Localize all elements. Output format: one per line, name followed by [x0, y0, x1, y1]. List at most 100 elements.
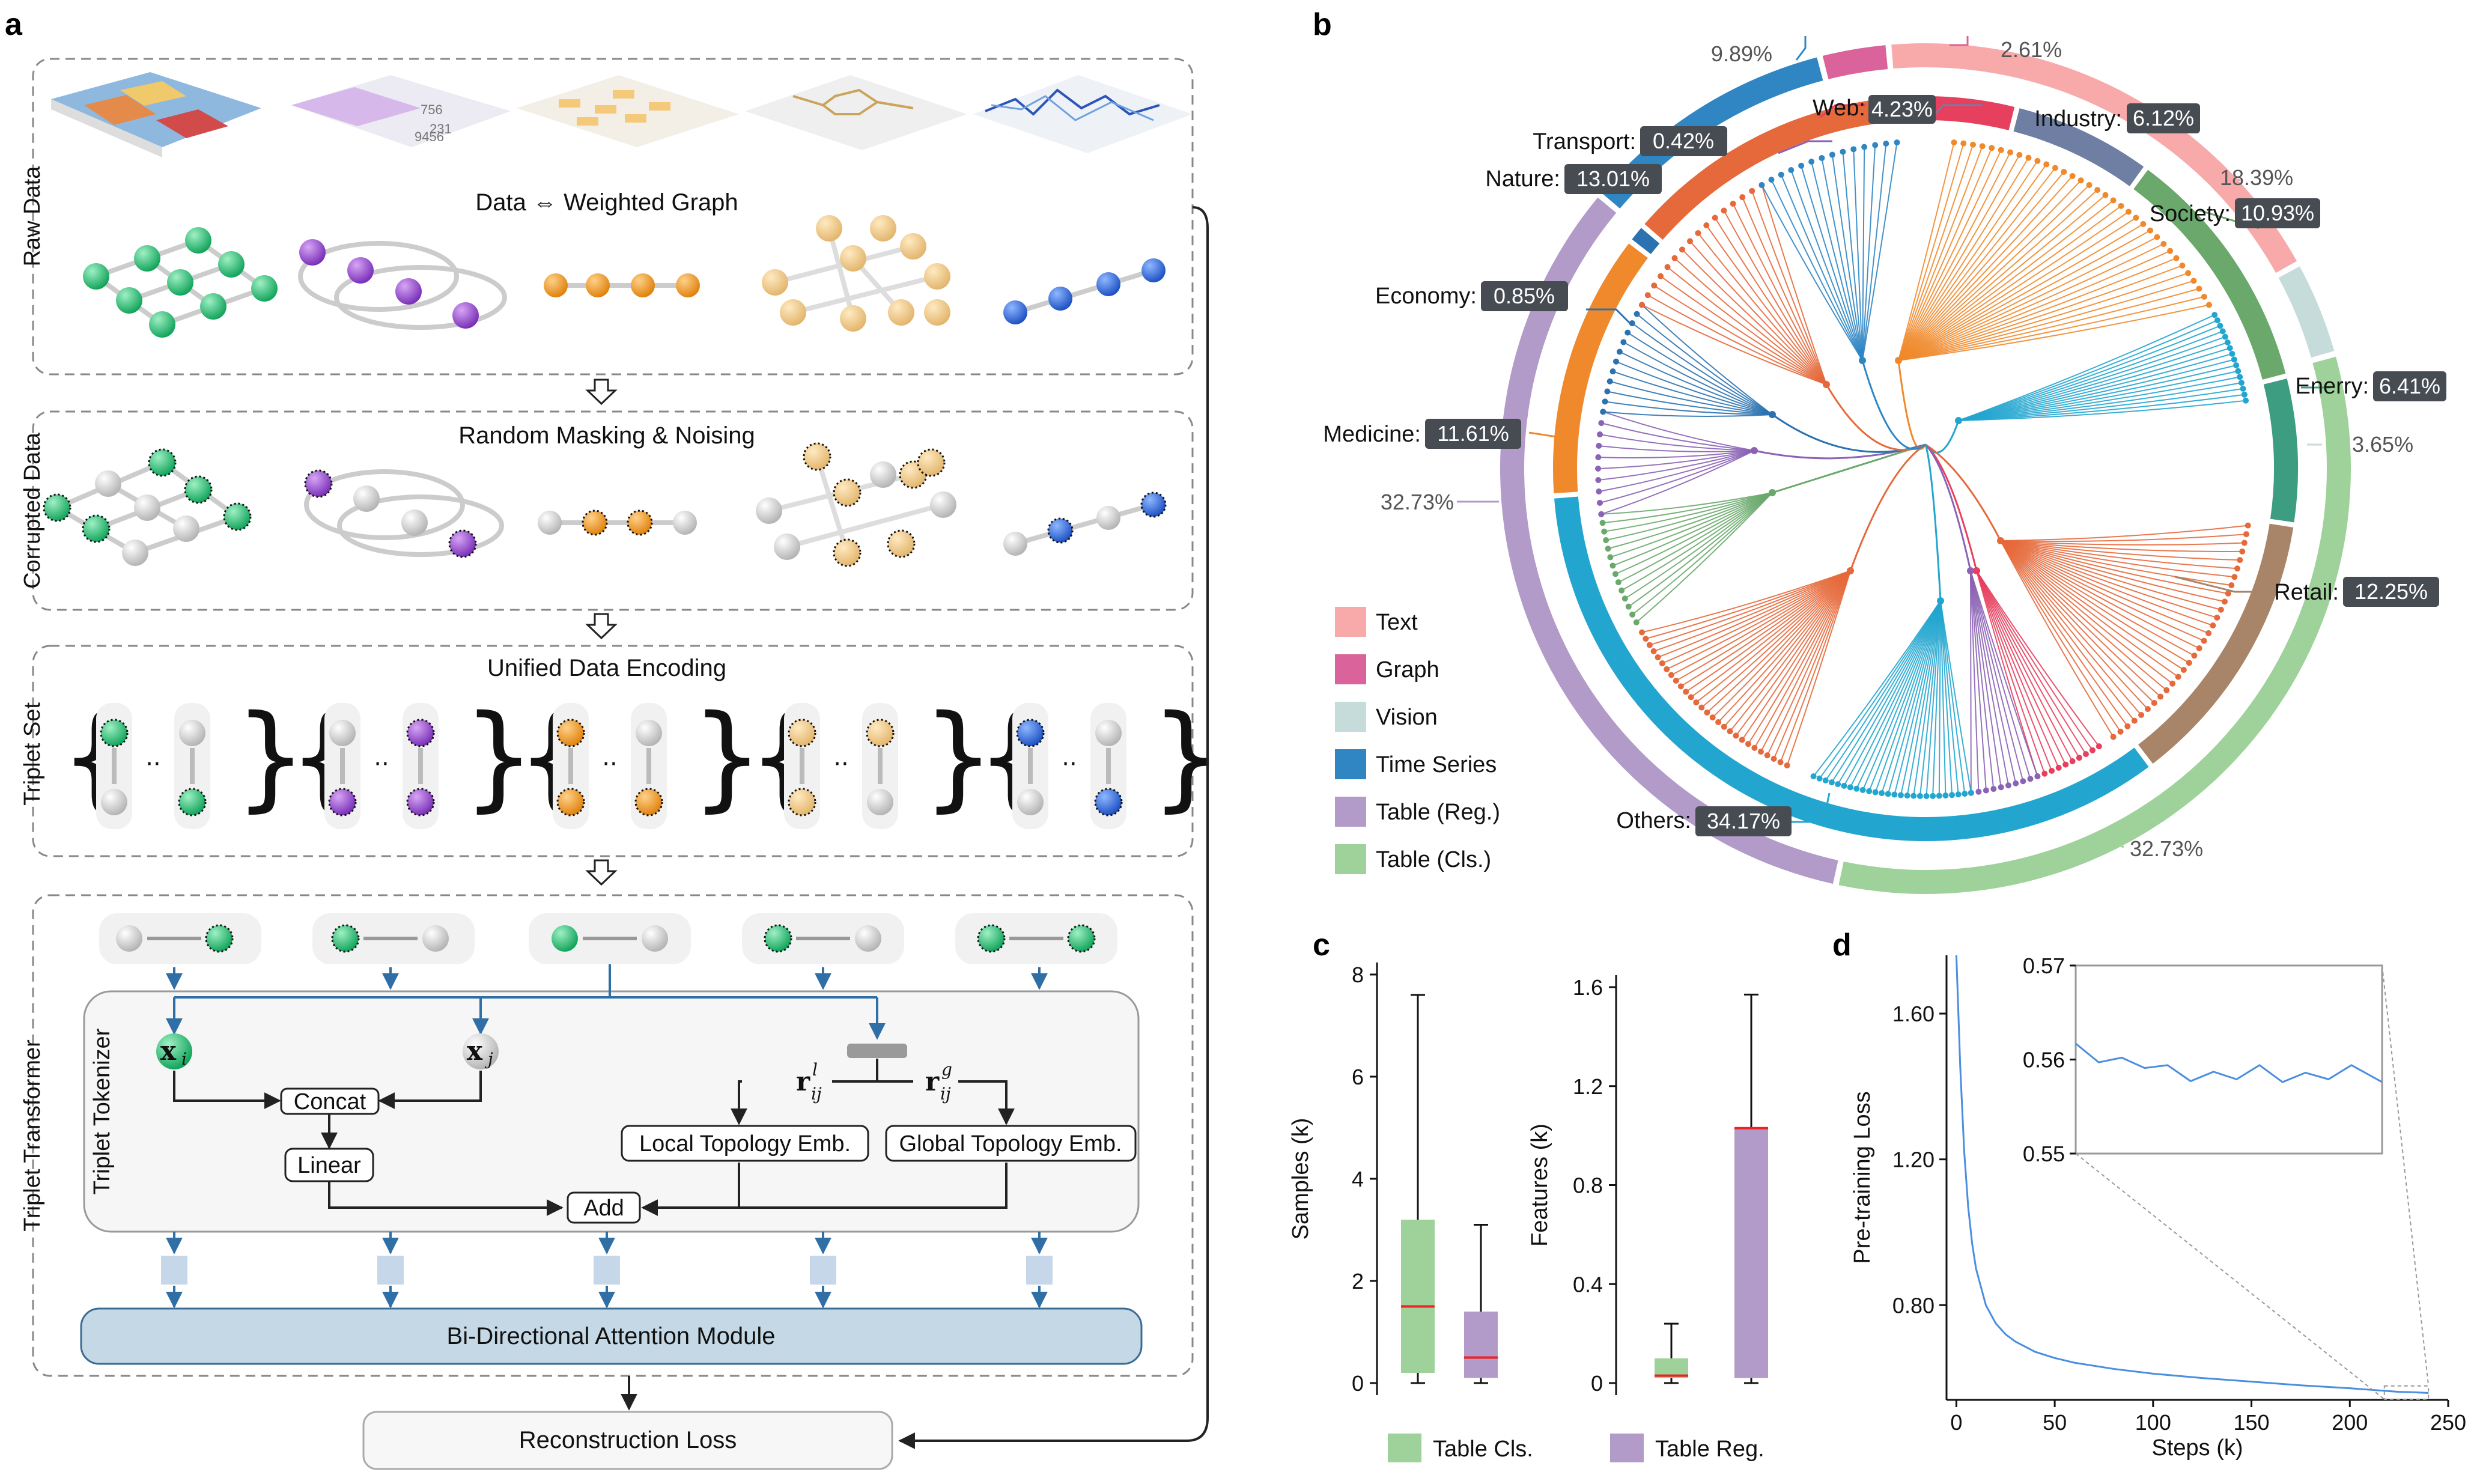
dendrogram-leaf [1784, 762, 1790, 768]
dendrogram-leaf [1810, 773, 1817, 780]
dendrogram-leaf [1629, 611, 1636, 618]
dendrogram-leaf [1639, 629, 1646, 636]
dendrogram-leaf-edge [2000, 540, 2161, 698]
dendrogram-leaf-edge [1898, 272, 2189, 361]
dendrogram-leaf-edge [1887, 600, 1941, 794]
dendrogram-leaf [1758, 182, 1765, 189]
dendrogram-leaf-edge [2000, 540, 2243, 552]
legend-swatch [1335, 797, 1366, 827]
y-tick-label: 1.6 [1573, 975, 1603, 1000]
dendrogram-leaf [1727, 728, 1733, 735]
dendrogram-leaf [2239, 548, 2246, 555]
dendrogram-leaf [1709, 714, 1716, 721]
dendrogram-leaf-edge [1825, 600, 1941, 781]
dendrogram-leaf-edge [1862, 145, 1876, 361]
dendrogram-leaf [2179, 262, 2186, 269]
dendrogram-leaf-edge [1603, 411, 1773, 417]
box [1734, 1128, 1768, 1378]
dendrogram-leaf [2151, 699, 2157, 706]
samples-boxplot: 0 2 4 6 8 Samples (k) [1288, 962, 1498, 1396]
dendrogram-leaf-edge [1898, 265, 2183, 361]
dendrogram-leaf-edge [1748, 570, 1851, 744]
dendrogram-leaf-edge [1940, 600, 1959, 795]
dendrogram-leaf-edge [1621, 492, 1773, 591]
dendrogram-branch [1772, 443, 1926, 494]
dendrogram-leaf-edge [2000, 540, 2167, 691]
dendrogram-leaf [1683, 689, 1689, 695]
dendrogram-leaf-edge [1843, 600, 1941, 786]
dendrogram-leaf [1671, 255, 1678, 261]
panel-c: c 0 2 4 6 8 Samples (k) 0 0.4 0.8 1.2 1.6 Features… [1288, 928, 1768, 1462]
raw-data-stage: Raw Data Data ⇔ Weighted Graph 756 231 9… [20, 58, 1194, 376]
dendrogram-branch [1924, 443, 1978, 571]
legend-swatch [1335, 844, 1366, 874]
dendrogram-leaf [2167, 248, 2174, 254]
dendrogram-leaf-edge [1718, 570, 1851, 723]
dendrogram-leaf [2243, 531, 2249, 538]
dendrogram-leaf [2217, 323, 2223, 329]
dendrogram-leaf-edge [2000, 540, 2135, 722]
image-thumbnail [51, 72, 261, 157]
x-tick-label: 0 [1950, 1410, 1962, 1435]
dendrogram-leaf [1606, 378, 1613, 385]
y-tick-label: 0.4 [1573, 1272, 1603, 1297]
dendrogram-leaf [2235, 368, 2242, 374]
triplet-set-side-label: Triplet Set [20, 702, 45, 806]
panel-b-label: b [1313, 7, 1332, 42]
dendrogram-leaf-edge [1599, 434, 1755, 451]
dendrogram-leaf [1777, 759, 1784, 765]
dendrogram-leaf-edge [2000, 540, 2142, 716]
dendrogram-leaf-edge [2000, 540, 2213, 627]
retail-label: Retail: [2274, 580, 2339, 605]
dendrogram-leaf-edge [1970, 570, 2031, 779]
dendrogram-leaf [2055, 764, 2062, 771]
dendrogram-leaf [1622, 595, 1628, 602]
dendrogram-leaf [1904, 792, 1910, 799]
dendrogram-leaf-edge [1898, 147, 1993, 361]
economy-label: Economy: [1375, 284, 1477, 309]
dendrogram-leaf-edge [1958, 325, 2220, 421]
dendrogram-leaf-edge [1682, 249, 1827, 385]
dendrogram-leaf-edge [1625, 492, 1773, 600]
dendrogram-leaf-edge [2000, 540, 2229, 594]
dendrogram-leaf [1819, 155, 1825, 162]
dendrogram-leaf [2157, 693, 2164, 700]
svg-text:}: } [691, 690, 764, 823]
dendrogram-leaf [1757, 749, 1764, 755]
dendrogram-leaf-edge [1761, 184, 1863, 361]
attention-module [80, 1307, 1143, 1365]
input-triplet-chips [99, 913, 1117, 964]
dendrogram-leaf-edge [1597, 450, 1755, 469]
society-value: 10.93% [2241, 201, 2314, 225]
inner-ring-segment [1644, 96, 1908, 240]
dendrogram-leaf [2231, 356, 2237, 363]
y-tick-label: 0.8 [1573, 1173, 1603, 1198]
reconstruction-loss-box [362, 1411, 893, 1470]
outer-ring [1500, 43, 2351, 894]
loop-graph [298, 239, 507, 330]
corrupted-data-caption: Random Masking & Noising [458, 422, 755, 449]
dendrogram-leaf-edge [2000, 540, 2148, 710]
dendrogram-leaf [1897, 792, 1904, 798]
dendrogram-leaf [1721, 207, 1727, 214]
dendrogram-leaf-edge [1600, 450, 1755, 515]
molecule-thumbnail [745, 75, 967, 150]
dendrogram-leaf [1979, 143, 1986, 150]
dendrogram-leaf-edge [1612, 371, 1773, 415]
dendrogram-leaf [2201, 293, 2207, 300]
dendrogram-leaf [1704, 709, 1710, 716]
triplet-set-stage: Triplet Set Unified Data Encoding {} ·· … [20, 645, 1223, 857]
outer-ring-segment [1500, 197, 1838, 884]
dendrogram-leaf [2237, 374, 2243, 380]
dendrogram-leaf [1829, 151, 1835, 158]
dendrogram-leaf [2228, 582, 2235, 589]
box [1464, 1312, 1498, 1378]
inner-ring-segment [2138, 523, 2294, 764]
panel-a-label: a [5, 7, 23, 42]
outer-ring-segment [2278, 266, 2335, 358]
inner-ring-segment [2263, 379, 2298, 523]
dendrogram-leaf [1668, 672, 1674, 678]
zoom-region [2383, 1385, 2430, 1400]
dendrogram-leaf-edge [1831, 154, 1863, 361]
legend-label-table-cls: Table Cls. [1433, 1437, 1533, 1462]
